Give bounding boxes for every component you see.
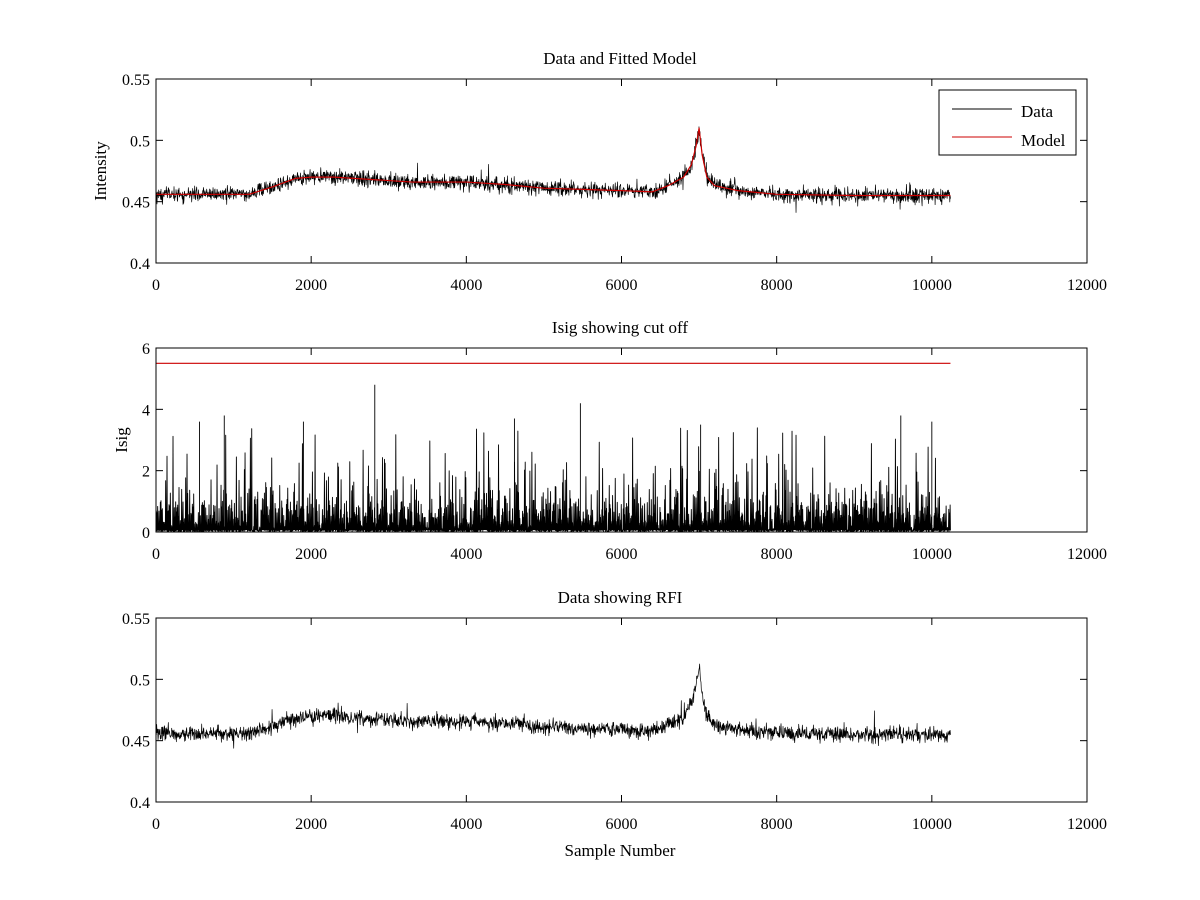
plot-area: 0 2000 4000 6000 8000 10000 12000 0.4 0.45 0.5 0.5… — [122, 72, 1107, 294]
series-line-0 — [156, 663, 951, 749]
y-tick-label: 0.55 — [122, 611, 150, 628]
legend-label-data: Data — [1021, 102, 1054, 121]
series-group — [156, 126, 951, 213]
x-tick-label: 0 — [152, 277, 160, 294]
x-tick-label: 12000 — [1067, 816, 1107, 833]
legend-box — [938, 89, 1077, 156]
x-tick-label: 6000 — [606, 546, 638, 563]
y-tick-label: 0.45 — [122, 195, 150, 212]
plot-area: 0 2000 4000 6000 8000 10000 12000 0.4 0.45 0.5 0.5… — [122, 611, 1107, 833]
y-axis-label: Isig — [112, 427, 131, 453]
x-tick-label: 10000 — [912, 277, 952, 294]
chart-title: Isig showing cut off — [552, 318, 688, 337]
x-tick-label: 8000 — [761, 546, 793, 563]
y-tick-label: 0.55 — [122, 72, 150, 89]
x-tick-label: 10000 — [912, 546, 952, 563]
x-tick-label: 2000 — [295, 277, 327, 294]
x-tick-label: 4000 — [450, 816, 482, 833]
x-tick-label: 0 — [152, 816, 160, 833]
y-axis-label: Intensity — [91, 141, 110, 201]
x-tick-label: 2000 — [295, 816, 327, 833]
chart-title: Data and Fitted Model — [543, 49, 697, 68]
y-tick-label: 0.4 — [130, 795, 150, 812]
y-tick-label: 4 — [142, 402, 150, 419]
x-tick-label: 4000 — [450, 277, 482, 294]
x-axis-label: Sample Number — [565, 841, 676, 860]
panel-data-and-fitted-model: Data and Fitted Model Intensity 0 2000 400… — [91, 49, 1107, 294]
x-tick-label: 4000 — [450, 546, 482, 563]
x-tick-label: 12000 — [1067, 277, 1107, 294]
y-tick-label: 6 — [142, 341, 150, 358]
x-tick-label: 0 — [152, 546, 160, 563]
x-tick-label: 8000 — [761, 277, 793, 294]
series-group — [156, 663, 951, 749]
legend-label-model: Model — [1021, 131, 1066, 150]
y-tick-label: 0.5 — [130, 672, 150, 689]
chart-title: Data showing RFI — [558, 588, 683, 607]
y-tick-label: 0 — [142, 525, 150, 542]
y-tick-label: 0.4 — [130, 256, 150, 273]
x-tick-label: 6000 — [606, 816, 638, 833]
y-tick-label: 0.45 — [122, 734, 150, 751]
series-line-0 — [156, 384, 951, 532]
plot-area: 0 2000 4000 6000 8000 10000 12000 0 2 4 6 — [142, 341, 1107, 563]
x-tick-label: 6000 — [606, 277, 638, 294]
x-tick-label: 12000 — [1067, 546, 1107, 563]
y-tick-label: 0.5 — [130, 133, 150, 150]
panel-isig-cut-off: Isig showing cut off Isig 0 2000 4000 6000 8… — [112, 318, 1107, 563]
legend: Data Model — [938, 89, 1077, 156]
x-tick-label: 2000 — [295, 546, 327, 563]
series-group — [156, 362, 951, 532]
series-data — [156, 126, 951, 213]
x-tick-label: 8000 — [761, 816, 793, 833]
panel-data-showing-rfi: Data showing RFI Sample Number 0 2000 4000… — [122, 588, 1107, 860]
y-tick-label: 2 — [142, 464, 150, 481]
x-tick-label: 10000 — [912, 816, 952, 833]
series-model — [156, 127, 951, 197]
